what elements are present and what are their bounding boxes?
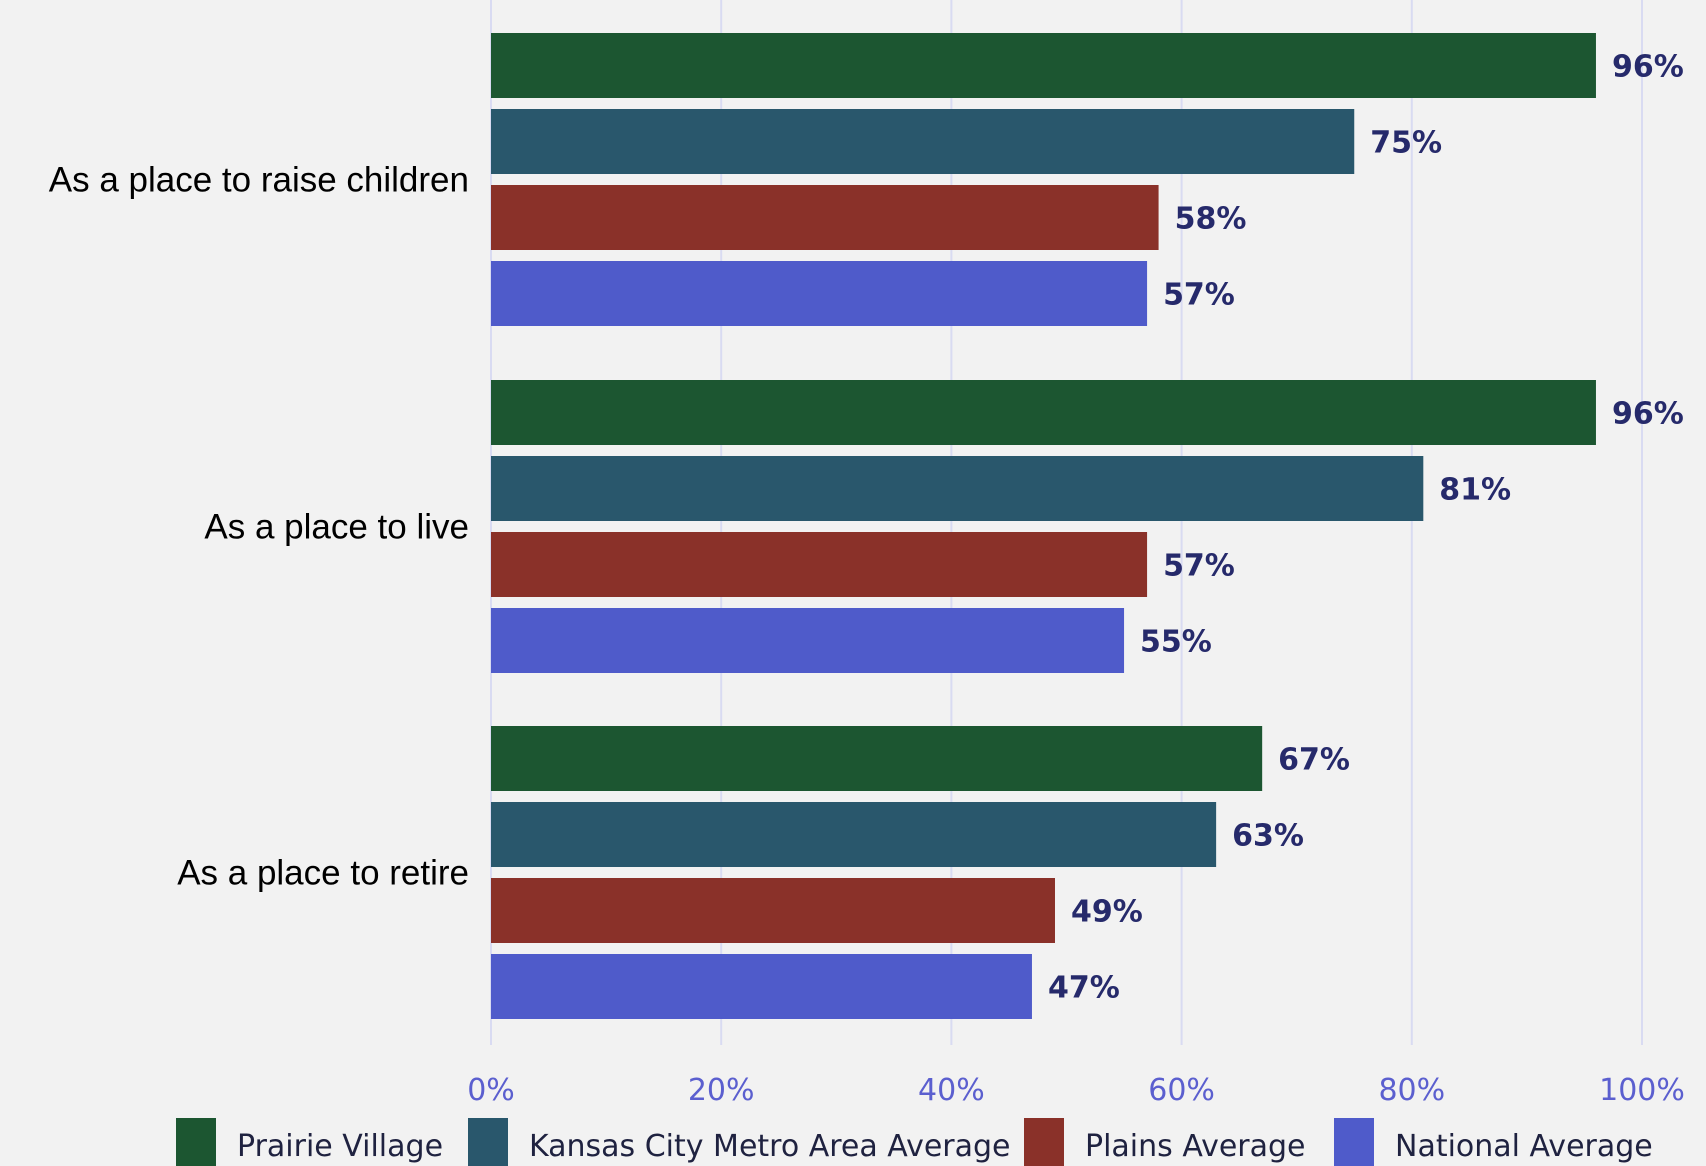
legend-label: Prairie Village [237,1129,443,1164]
bar-value-label: 57% [1163,549,1235,584]
bar [491,109,1355,174]
gridlines [490,0,1643,1045]
x-tick-label: 40% [918,1073,985,1108]
legend-swatch [468,1118,508,1166]
bar [491,954,1032,1019]
category-label: As a place to retire [177,854,469,893]
bar-value-label: 63% [1232,819,1304,854]
x-tick-label: 20% [688,1073,755,1108]
bar [491,380,1596,445]
bar [491,456,1424,521]
bar-value-label: 75% [1370,126,1442,161]
bar-value-label: 55% [1140,625,1212,660]
bar-value-label: 47% [1048,971,1120,1006]
x-tick-label: 60% [1148,1073,1215,1108]
category-label: As a place to live [204,508,469,547]
bar [491,261,1148,326]
bar [491,802,1217,867]
legend: Prairie Village Kansas City Metro Area Av… [176,1118,1653,1166]
legend-item: Plains Average [1024,1118,1306,1166]
bar-value-label: 67% [1278,743,1350,778]
legend-swatch [1334,1118,1374,1166]
bars [491,33,1596,1019]
bar-value-label: 57% [1163,278,1235,313]
bar [491,33,1596,98]
category-label: As a place to raise children [49,161,469,200]
legend-label: Plains Average [1085,1129,1306,1164]
bar-value-label: 58% [1175,202,1247,237]
x-tick-label: 80% [1378,1073,1445,1108]
legend-label: Kansas City Metro Area Average [529,1129,1011,1164]
labels: 0% 20% 40% 60% 80% 100% 96% 75% 58% 57% As a place… [49,50,1685,1109]
bar-value-label: 96% [1612,50,1684,85]
legend-item: Prairie Village [176,1118,443,1166]
bar [491,878,1055,943]
legend-label: National Average [1395,1129,1653,1164]
bar-value-label: 49% [1071,895,1143,930]
bar [491,608,1125,673]
bar [491,532,1148,597]
x-tick-label: 100% [1599,1073,1685,1108]
legend-item: National Average [1334,1118,1653,1166]
bar [491,185,1159,250]
x-tick-label: 0% [467,1073,515,1108]
bar-value-label: 96% [1612,397,1684,432]
legend-swatch [176,1118,216,1166]
bar [491,726,1263,791]
legend-item: Kansas City Metro Area Average [468,1118,1011,1166]
legend-swatch [1024,1118,1064,1166]
bar-value-label: 81% [1439,473,1511,508]
